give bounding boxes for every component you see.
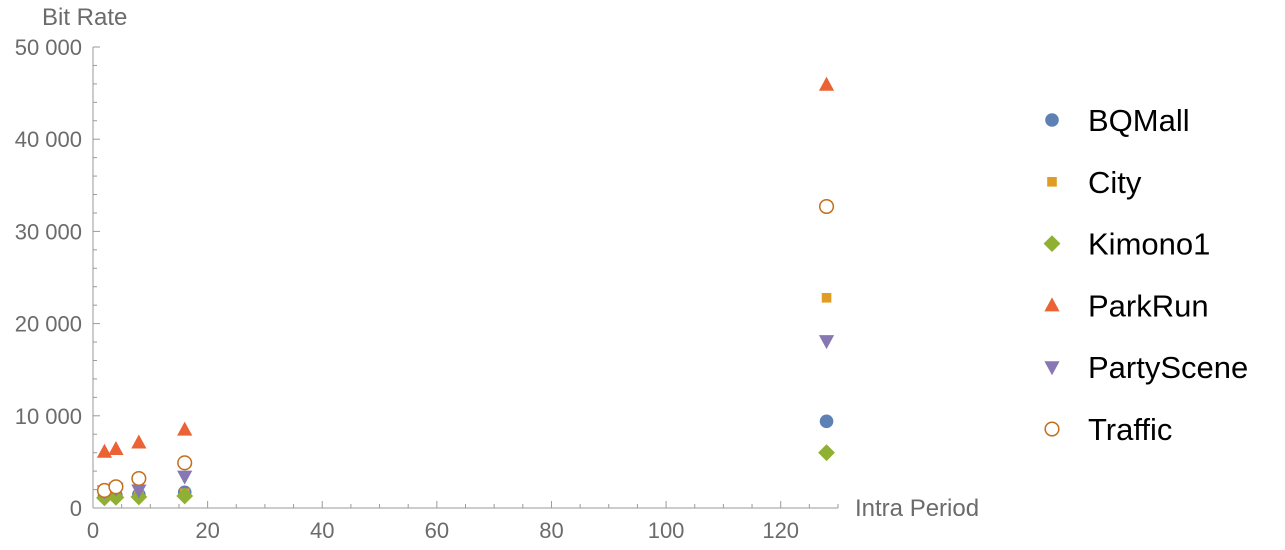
y-axis-title: Bit Rate — [42, 4, 127, 31]
data-point — [177, 455, 193, 471]
y-tick-label: 20 000 — [15, 312, 82, 337]
x-tick-label: 0 — [87, 518, 99, 543]
data-point — [131, 434, 147, 449]
data-point — [818, 198, 835, 215]
series-kimono1 — [96, 444, 835, 507]
y-tick-label: 30 000 — [15, 219, 82, 244]
legend: BQMall City Kimono1 ParkRun PartyScene Traffi… — [1043, 103, 1248, 447]
series-bqmall — [97, 414, 834, 503]
legend-marker — [1044, 297, 1060, 312]
legend-item: BQMall — [1045, 103, 1190, 138]
data-point — [131, 470, 147, 487]
y-tick-label: 50 000 — [15, 35, 82, 60]
series-parkrun — [96, 76, 835, 458]
data-point — [818, 76, 835, 91]
x-axis-title: Intra Period — [855, 495, 979, 522]
axes: 0 20 40 60 80 100 120 0 10 000 20 000 30 000 40 000… — [15, 35, 839, 543]
legend-item: ParkRun — [1044, 288, 1209, 323]
data-point — [108, 440, 124, 455]
series-city — [99, 292, 832, 502]
legend-marker — [1043, 235, 1061, 252]
legend-label: ParkRun — [1088, 288, 1209, 323]
legend-item: Kimono1 — [1043, 227, 1210, 262]
legend-label: City — [1088, 165, 1142, 200]
legend-marker — [1044, 421, 1060, 437]
legend-label: PartyScene — [1088, 350, 1248, 385]
x-tick-label: 120 — [762, 518, 799, 543]
legend-label: Kimono1 — [1088, 227, 1210, 262]
legend-item: PartyScene — [1044, 350, 1248, 385]
legend-marker — [1047, 177, 1057, 187]
y-tick-label: 10 000 — [15, 404, 82, 429]
data-point — [819, 414, 834, 429]
legend-marker — [1044, 361, 1060, 376]
legend-item: Traffic — [1044, 412, 1172, 447]
legend-item: City — [1047, 165, 1142, 200]
data-point — [176, 487, 194, 505]
legend-label: Traffic — [1088, 412, 1172, 447]
x-tick-label: 40 — [310, 518, 334, 543]
data-point — [177, 421, 193, 436]
legend-marker — [1045, 113, 1059, 127]
data-point — [818, 335, 835, 350]
x-tick-label: 80 — [539, 518, 563, 543]
series-traffic — [96, 198, 835, 499]
data-point — [96, 443, 113, 458]
legend-label: BQMall — [1088, 103, 1190, 138]
data-point — [821, 292, 832, 303]
series-partyscene — [96, 335, 835, 500]
y-tick-label: 40 000 — [15, 127, 82, 152]
data-point — [108, 479, 124, 495]
y-tick-label: 0 — [70, 496, 82, 521]
data-point — [818, 444, 835, 462]
data-point — [107, 488, 125, 506]
data-point — [177, 470, 193, 485]
data-point — [131, 484, 147, 499]
x-tick-label: 20 — [195, 518, 219, 543]
x-tick-label: 60 — [425, 518, 449, 543]
x-tick-label: 100 — [648, 518, 685, 543]
data-points — [96, 76, 835, 507]
